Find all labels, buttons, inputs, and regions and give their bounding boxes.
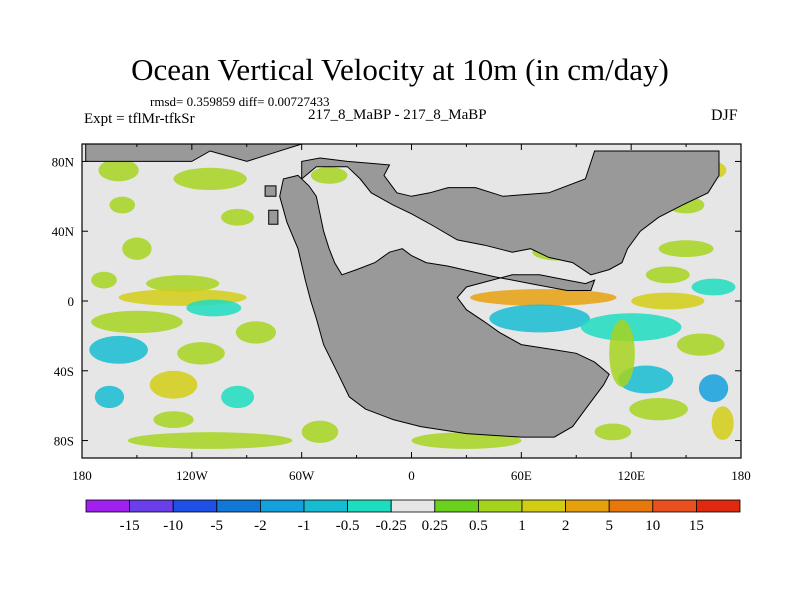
colorbar-swatch (347, 499, 392, 513)
y-tick-label: 80N (52, 154, 75, 169)
colorbar-label: -2 (254, 518, 267, 534)
anomaly-patch (698, 374, 729, 403)
colorbar-swatch (303, 499, 348, 513)
anomaly-patch (91, 271, 117, 289)
x-tick-label: 120E (617, 468, 645, 483)
anomaly-patch (609, 319, 635, 387)
season-label: DJF (711, 107, 738, 124)
anomaly-patch (91, 310, 183, 334)
y-tick-label: 40N (52, 224, 75, 239)
anomaly-patch (146, 275, 220, 292)
colorbar-label: 15 (689, 518, 704, 534)
y-tick-label: 80S (54, 434, 74, 449)
anomaly-patch (149, 370, 198, 399)
colorbar-swatch (696, 499, 741, 513)
colorbar-label: 0.25 (422, 518, 448, 534)
colorbar-swatch (521, 499, 566, 513)
colorbar-label: -0.25 (376, 518, 407, 534)
anomaly-patch (645, 266, 690, 284)
colorbar-label: -1 (298, 518, 311, 534)
y-tick-label: 40S (54, 364, 74, 379)
anomaly-patch (127, 432, 293, 449)
land-island-b (268, 209, 279, 225)
x-tick-label: 180 (72, 468, 92, 483)
colorbar-swatch (652, 499, 697, 513)
colorbar-swatch (129, 499, 174, 513)
anomaly-patch (310, 167, 348, 184)
x-tick-label: 120W (176, 468, 209, 483)
anomaly-patch (173, 167, 247, 191)
anomaly-patch (221, 385, 255, 409)
colorbar-swatch (477, 499, 523, 513)
colorbar-label: -10 (163, 518, 183, 534)
anomaly-patch (676, 333, 725, 356)
anomaly-patch (658, 240, 714, 258)
colorbar-swatch (85, 499, 130, 513)
anomaly-patch (411, 432, 522, 449)
anomaly-patch (109, 196, 136, 214)
x-tick-label: 180 (731, 468, 751, 483)
colorbar-swatch (434, 499, 479, 513)
land-continent-west (279, 174, 610, 438)
land-island-a (264, 185, 277, 197)
colorbar-label: 5 (605, 518, 613, 534)
colorbar-label: 10 (645, 518, 660, 534)
anomaly-patch (691, 278, 736, 296)
anomaly-patch (631, 292, 705, 310)
colorbar-label: -15 (120, 518, 140, 534)
anomaly-patch (711, 406, 734, 440)
colorbar-swatch (172, 499, 218, 513)
anomaly-patch (153, 411, 194, 428)
anomaly-patch (186, 299, 242, 317)
colorbar-label: 2 (562, 518, 570, 534)
x-tick-label: 60W (289, 468, 315, 483)
colorbar-label: -0.5 (336, 518, 360, 534)
anomaly-patch (594, 423, 632, 441)
x-tick-label: 0 (408, 468, 415, 483)
runs-label: 217_8_MaBP - 217_8_MaBP (308, 107, 487, 123)
anomaly-patch (235, 321, 277, 344)
experiment-label: Expt = tflMr-tfkSr (84, 111, 195, 127)
colorbar-label: -5 (211, 518, 224, 534)
anomaly-patch (489, 304, 590, 333)
colorbar-swatch (216, 499, 261, 513)
anomaly-patch (122, 237, 152, 260)
chart-title: Ocean Vertical Velocity at 10m (in cm/da… (131, 52, 669, 87)
anomaly-patch (629, 397, 688, 421)
colorbar-swatch (390, 499, 436, 513)
anomaly-patch (580, 313, 682, 342)
anomaly-patch (177, 342, 225, 365)
anomaly-patch (94, 385, 125, 409)
colorbar-swatch (608, 499, 654, 513)
colorbar-label: 0.5 (469, 518, 488, 534)
anomaly-patch (221, 208, 255, 226)
colorbar-swatch (565, 499, 610, 513)
y-tick-label: 0 (68, 294, 75, 309)
anomaly-patch (89, 335, 148, 364)
anomaly-patch (301, 420, 339, 443)
land-continent-main (301, 150, 720, 276)
x-tick-label: 60E (511, 468, 532, 483)
colorbar-swatch (259, 499, 305, 513)
stats-label: rmsd= 0.359859 diff= 0.00727433 (150, 94, 330, 109)
colorbar-label: 1 (518, 518, 526, 534)
anomaly-patch (470, 289, 617, 306)
anomaly-patch (98, 159, 139, 182)
